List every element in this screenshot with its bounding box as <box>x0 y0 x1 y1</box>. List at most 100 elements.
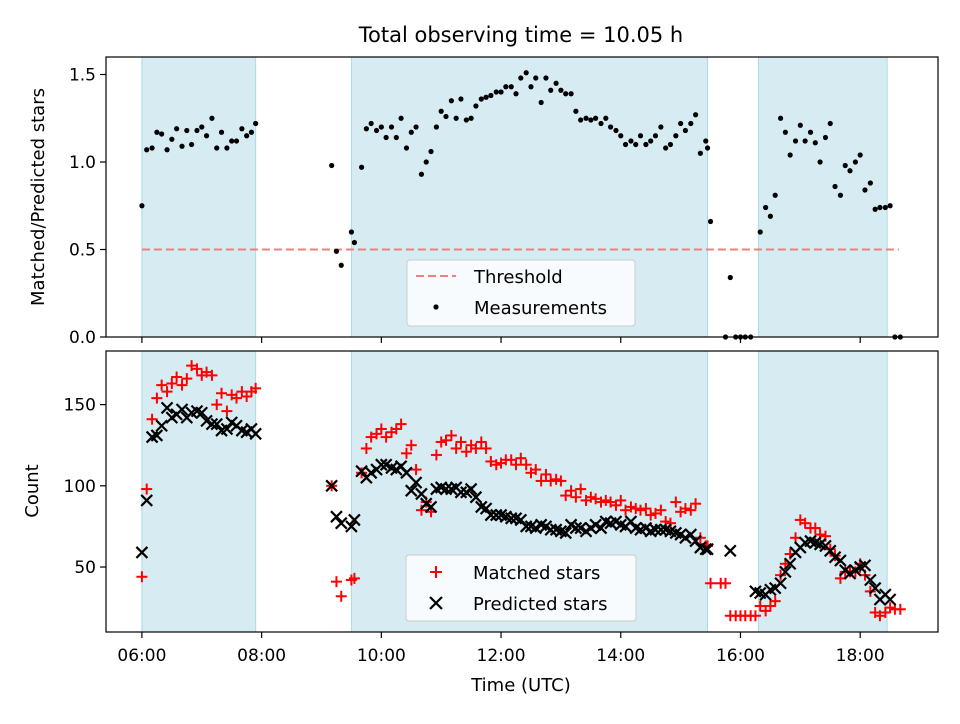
measurement-point <box>847 168 853 174</box>
matched-star-point <box>754 600 766 612</box>
predicted-star-point <box>701 542 714 556</box>
matched-star-point <box>156 379 168 391</box>
matched-star-point <box>570 491 582 503</box>
matched-star-point <box>250 382 262 394</box>
predicted-star-point <box>210 417 224 431</box>
measurement-point <box>707 218 714 225</box>
matched-star-point <box>705 577 717 589</box>
matched-star-point <box>799 517 811 529</box>
matched-star-point <box>764 600 776 612</box>
measurement-point <box>832 183 838 190</box>
matched-star-point <box>884 602 896 614</box>
matched-star-point <box>390 423 402 435</box>
bottom-x-tick-label: 18:00 <box>836 646 885 666</box>
matched-star-point <box>415 504 427 516</box>
matched-star-point <box>171 371 183 383</box>
measurement-point <box>688 120 694 127</box>
matched-star-point <box>405 439 417 451</box>
predicted-star-point <box>334 516 348 530</box>
measurement-point <box>229 138 235 144</box>
measurement-point <box>872 206 878 212</box>
matched-star-point <box>894 603 906 615</box>
matched-star-point <box>640 503 652 515</box>
matched-star-point <box>395 418 407 430</box>
bottom-y-axis-label: Count <box>22 464 43 517</box>
predicted-star-point <box>400 466 413 480</box>
matched-star-point <box>645 509 657 521</box>
measurement-point <box>852 159 858 165</box>
predicted-star-point <box>594 521 608 535</box>
legend-threshold-label: Threshold <box>473 267 563 288</box>
measurement-point <box>563 91 569 97</box>
measurement-point <box>797 122 803 128</box>
bottom-x-tick-label: 08:00 <box>237 646 286 666</box>
measurement-point <box>882 204 888 211</box>
measurement-point <box>333 248 340 254</box>
measurement-point <box>817 159 823 165</box>
measurement-point <box>159 131 165 137</box>
matched-star-point <box>330 576 342 588</box>
matched-star-point <box>575 483 587 495</box>
measurement-point <box>428 148 434 155</box>
top-y-tick-label: 0.5 <box>69 241 96 261</box>
measurement-point <box>443 113 449 120</box>
matched-star-point <box>535 475 547 487</box>
predicted-star-point <box>249 427 262 441</box>
matched-star-point <box>679 503 691 515</box>
measurement-point <box>188 141 195 148</box>
measurement-point <box>144 147 150 153</box>
predicted-stars-points <box>135 401 897 606</box>
measurement-point <box>703 138 709 144</box>
measurement-point <box>209 115 215 121</box>
measurement-point <box>433 124 440 130</box>
predicted-star-point <box>868 581 882 595</box>
predicted-star-point <box>489 508 503 522</box>
legend-predicted-label: Predicted stars <box>473 594 607 615</box>
matched-star-point <box>410 464 422 476</box>
predicted-star-point <box>375 458 388 471</box>
measurement-point <box>877 204 883 211</box>
predicted-star-point <box>774 576 787 590</box>
measurement-point <box>558 87 564 93</box>
matched-star-point <box>550 473 562 485</box>
measurement-point <box>603 115 609 121</box>
matched-star-point <box>555 475 567 487</box>
predicted-star-point <box>330 510 343 523</box>
predicted-star-point <box>864 573 877 587</box>
matched-star-point <box>615 494 627 506</box>
measurement-point <box>613 127 619 134</box>
top-y-tick-label: 1.0 <box>69 153 96 173</box>
measurement-point <box>618 133 624 139</box>
measurement-point <box>418 171 425 177</box>
measurement-point <box>329 162 335 169</box>
measurement-point <box>348 229 355 235</box>
measurement-point <box>483 94 489 100</box>
measurement-point <box>822 134 829 141</box>
measurement-point <box>438 108 444 114</box>
bottom-y-tick-label: 50 <box>74 558 96 578</box>
predicted-star-point <box>883 593 897 606</box>
bottom-x-tick-label: 14:00 <box>596 646 645 666</box>
measurement-point <box>697 150 703 156</box>
matched-star-point <box>136 571 148 583</box>
predicted-star-point <box>834 554 847 567</box>
measurement-point <box>503 84 509 90</box>
measurement-point <box>453 115 459 121</box>
matched-star-point <box>630 503 642 515</box>
predicted-star-point <box>544 523 558 536</box>
predicted-star-point <box>699 542 713 556</box>
predicted-star-point <box>424 500 438 514</box>
matched-star-point <box>206 369 218 381</box>
top-legend-box <box>406 259 636 327</box>
measurement-point <box>593 115 599 121</box>
measurement-point <box>174 126 180 132</box>
measurement-point <box>607 124 614 130</box>
matched-star-point <box>211 399 223 411</box>
matched-star-point <box>664 517 676 529</box>
matched-star-point <box>515 452 527 464</box>
top-y-tick-label: 0.0 <box>69 328 96 348</box>
measurement-point <box>199 124 205 130</box>
matched-star-point <box>585 491 597 503</box>
measurement-point <box>423 159 429 165</box>
measurement-point <box>673 133 679 139</box>
